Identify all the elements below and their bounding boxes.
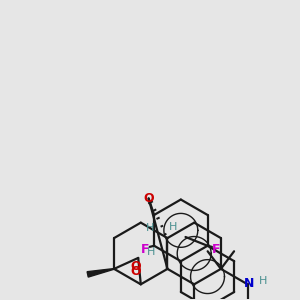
Text: O: O bbox=[131, 265, 141, 278]
Text: H: H bbox=[259, 276, 267, 286]
Text: O: O bbox=[131, 260, 141, 273]
Text: O: O bbox=[143, 192, 154, 205]
Text: H: H bbox=[169, 222, 177, 232]
Text: F: F bbox=[141, 243, 150, 256]
Polygon shape bbox=[87, 268, 114, 277]
Text: F: F bbox=[212, 243, 220, 256]
Text: H: H bbox=[146, 223, 154, 233]
Text: N: N bbox=[244, 277, 254, 290]
Text: H: H bbox=[147, 248, 156, 257]
